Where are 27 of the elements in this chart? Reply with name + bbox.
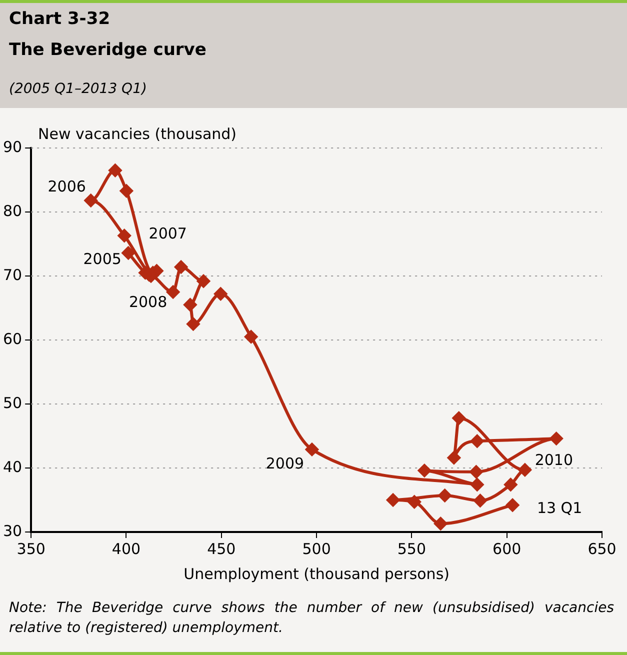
text: (2005 Q1–2013 Q1) — [9, 81, 147, 97]
x-tick-label: 600 — [492, 540, 522, 558]
annotation: 2008 — [128, 292, 168, 311]
y-tick-label: 60 — [2, 330, 22, 348]
y-tick-label: 50 — [2, 394, 22, 412]
y-tick-label: 80 — [2, 202, 22, 220]
annotation: 2009 — [266, 454, 304, 472]
annotation: 13 Q1 — [536, 499, 582, 518]
annotation: 2006 — [48, 177, 86, 196]
y-tick-label: 40 — [2, 458, 22, 476]
y-axis-title: New vacancies (thousand) — [38, 125, 237, 143]
x-tick-label: 450 — [207, 540, 236, 558]
x-tick-label: 500 — [302, 540, 331, 558]
x-tick-label: 400 — [112, 540, 141, 558]
annotation: 2007 — [148, 224, 187, 243]
x-tick-label: 650 — [588, 540, 616, 558]
chart-title: Chart 3-32 — [9, 9, 110, 29]
x-tick-label: 550 — [397, 540, 426, 558]
annotation: 2010 — [534, 450, 574, 469]
text: Note: The Beveridge curve shows the number of new (unsubsidised) vacancies relative to (registered) unemployment. — [9, 599, 614, 638]
annotation: 2005 — [83, 250, 122, 268]
chart-subtitle: The Beveridge curve — [9, 40, 206, 60]
y-tick-label: 30 — [2, 522, 22, 540]
x-axis-title: Unemployment (thousand persons) — [184, 564, 450, 583]
y-tick-label: 70 — [2, 266, 22, 284]
y-tick-label: 90 — [2, 138, 22, 156]
x-tick-label: 350 — [16, 540, 46, 558]
